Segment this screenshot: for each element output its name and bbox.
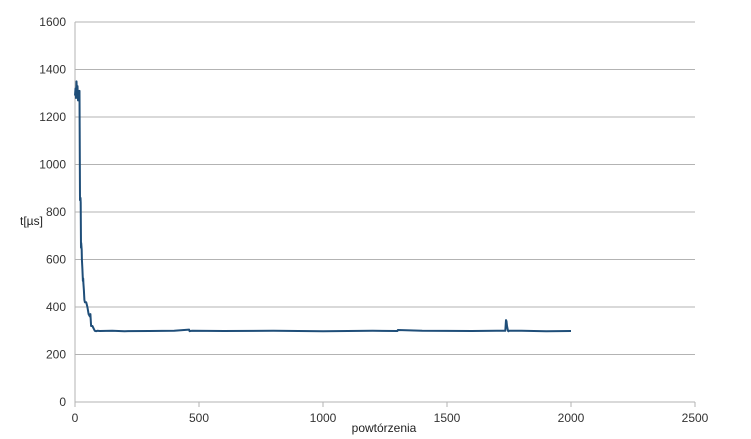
x-tick-label: 2000 — [558, 411, 585, 425]
x-tick-label: 1500 — [434, 411, 461, 425]
x-axis-title: powtórzenia — [352, 421, 417, 435]
y-tick-label: 400 — [46, 300, 66, 314]
x-tick-label: 500 — [189, 411, 209, 425]
y-tick-label: 200 — [46, 348, 66, 362]
x-tick-label: 1000 — [310, 411, 337, 425]
y-axis-title: t[µs] — [20, 214, 43, 228]
series-line-0 — [74, 80, 572, 333]
y-tick-label: 1200 — [39, 110, 66, 124]
x-axis-ticks: 0 500 1000 1500 2000 2500 — [72, 411, 709, 425]
gridlines — [74, 21, 696, 407]
y-tick-label: 0 — [59, 395, 66, 409]
y-tick-label: 600 — [46, 253, 66, 267]
y-tick-label: 1400 — [39, 63, 66, 77]
y-tick-label: 1000 — [39, 158, 66, 172]
x-tick-label: 0 — [72, 411, 79, 425]
y-tick-label: 800 — [46, 205, 66, 219]
series-group — [74, 80, 572, 333]
y-tick-label: 1600 — [39, 15, 66, 29]
x-tick-label: 2500 — [682, 411, 709, 425]
y-axis-ticks: 0 200 400 600 800 1000 1200 1400 1600 — [39, 15, 66, 409]
